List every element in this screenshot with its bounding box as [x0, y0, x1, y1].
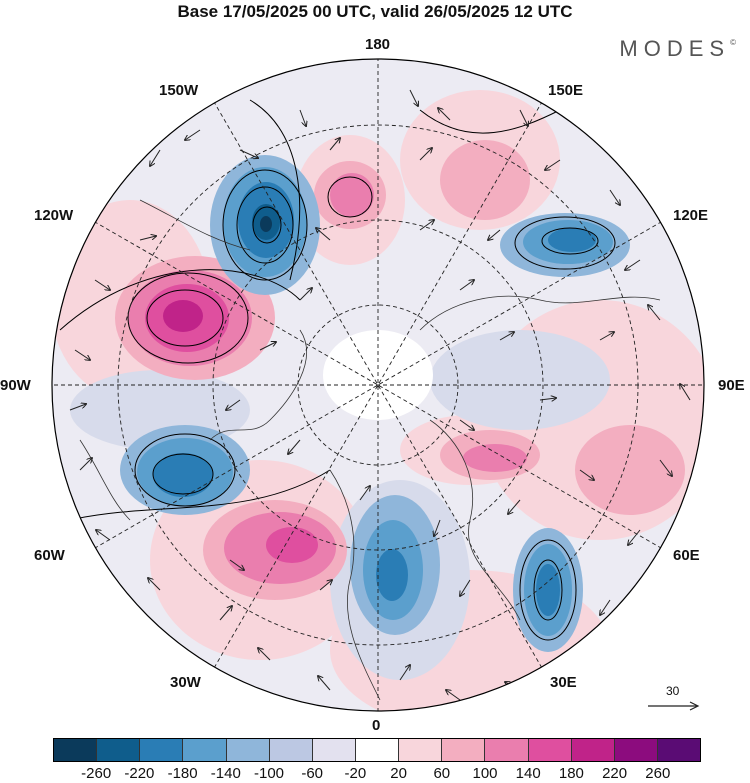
- reference-vector-arrow: [648, 701, 700, 711]
- lon-label-180: 180: [365, 36, 391, 53]
- lon-label-60e: 60E: [673, 547, 700, 564]
- colorbar-tick-label: 140: [515, 765, 541, 782]
- lon-label-60w: 60W: [34, 547, 65, 564]
- lon-label-90e: 90E: [718, 377, 745, 394]
- colorbar-segment: [442, 739, 486, 761]
- colorbar-segment: [571, 739, 615, 761]
- colorbar-segment: [269, 739, 313, 761]
- colorbar-tick-label: 20: [390, 765, 407, 782]
- colorbar-segment: [97, 739, 141, 761]
- colorbar-tick-label: 60: [433, 765, 451, 782]
- colorbar-segment: [657, 739, 701, 761]
- colorbar-tick-label: -100: [253, 765, 285, 782]
- lon-label-30w: 30W: [170, 674, 201, 691]
- colorbar-tick-label: -140: [210, 765, 241, 782]
- lon-label-90w: 90W: [0, 377, 31, 394]
- lon-label-150e: 150E: [548, 82, 584, 99]
- colorbar-tick-label: -20: [344, 765, 367, 782]
- lon-label-120w: 120W: [34, 207, 74, 224]
- lon-label-120e: 120E: [673, 207, 709, 224]
- colorbar-tick-label: -260: [81, 765, 112, 782]
- lon-label-0: 0: [372, 717, 381, 734]
- map-title: Base 17/05/2025 00 UTC, valid 26/05/2025…: [177, 2, 573, 21]
- map-boundary: [51, 58, 705, 712]
- colorbar: [53, 738, 701, 762]
- colorbar-tick-label: -60: [301, 765, 324, 782]
- colorbar-tick-label: -180: [167, 765, 198, 782]
- lon-label-150w: 150W: [159, 82, 199, 99]
- wind-vectors: [69, 89, 691, 701]
- colorbar-tick-label: 260: [645, 765, 671, 782]
- anomaly-field: [52, 59, 704, 711]
- lon-label-30e: 30E: [550, 674, 577, 691]
- colorbar-segment: [485, 739, 529, 761]
- colorbar-tick-label: -220: [124, 765, 155, 782]
- colorbar-tick-label: 100: [472, 765, 498, 782]
- colorbar-segment: [140, 739, 184, 761]
- colorbar-segment: [54, 739, 98, 761]
- colorbar-tick-label: 220: [602, 765, 628, 782]
- colorbar-segment: [399, 739, 443, 761]
- reference-vector-label: 30: [666, 684, 680, 698]
- colorbar-segment: [226, 739, 270, 761]
- colorbar-tick-label: 180: [558, 765, 584, 782]
- colorbar-ticks: -260 -220 -180 -140 -100 -60 -20 20 60 100 140 180 2…: [0, 765, 750, 783]
- colorbar-segment: [614, 739, 658, 761]
- modes-logo: MODES©: [619, 36, 736, 61]
- colorbar-segment: [528, 739, 572, 761]
- colorbar-segment: [355, 739, 400, 761]
- colorbar-segment: [183, 739, 227, 761]
- colorbar-segment: [312, 739, 356, 761]
